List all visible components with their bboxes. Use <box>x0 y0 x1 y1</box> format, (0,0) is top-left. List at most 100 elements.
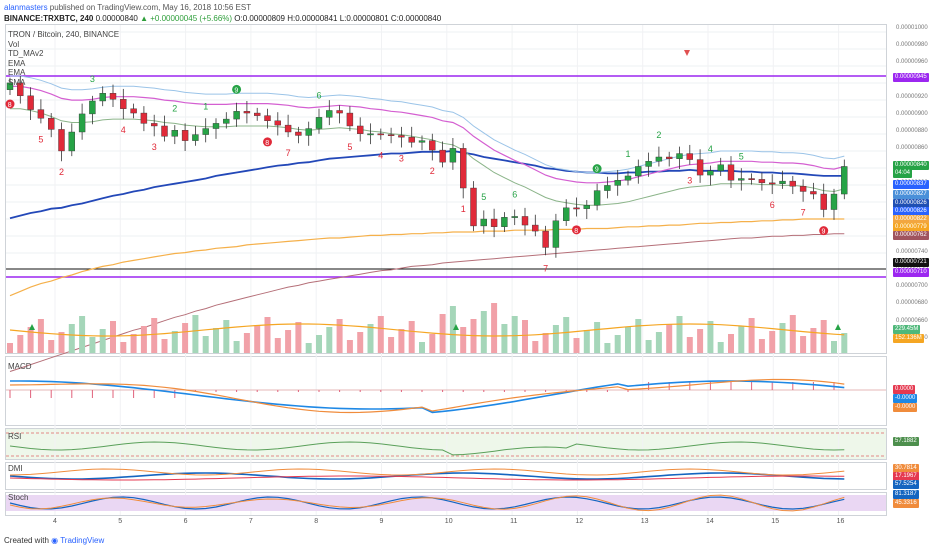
candle <box>212 123 220 129</box>
candle <box>490 218 498 227</box>
x-tick-label: 9 <box>379 518 384 525</box>
volume-bar <box>635 319 642 353</box>
candle <box>17 82 24 97</box>
td-badge <box>5 99 15 109</box>
volume-bar <box>645 340 652 353</box>
td-count: 2 <box>656 130 661 140</box>
price-tag: 152.136M <box>893 334 924 343</box>
price-tick: 0.00000700 <box>896 283 928 290</box>
macd-tag: -0.0000 <box>893 403 918 412</box>
stoch-d-line <box>9 494 845 512</box>
symbol-name: BINANCE:TRXBTC, 240 <box>4 14 94 23</box>
candle <box>202 128 209 135</box>
volume-bar <box>594 322 601 353</box>
candle <box>377 133 384 136</box>
legend-vol: Vol <box>8 39 20 49</box>
candle <box>769 182 776 185</box>
author-link[interactable]: alanmasters <box>4 3 48 12</box>
td-count: 7 <box>543 264 548 274</box>
candle <box>552 220 560 248</box>
candle <box>696 159 704 176</box>
candle <box>357 125 364 134</box>
footer-brand[interactable]: TradingView <box>60 536 105 545</box>
candle <box>820 193 827 210</box>
candle <box>37 109 45 119</box>
candle <box>223 118 230 124</box>
td-badge-label: 8 <box>574 228 578 235</box>
td-count: 4 <box>378 151 383 161</box>
price-tag: 0.00000762 <box>893 231 929 240</box>
td-badge <box>572 225 581 235</box>
candle <box>58 129 65 152</box>
legend-ema-2: EMA <box>8 68 26 77</box>
ohlc-values: O:0.00000809 H:0.00000841 L:0.00000801 C… <box>234 14 442 23</box>
down-arrow-icon <box>684 50 690 56</box>
volume-bar <box>625 327 631 353</box>
legend-td: TD_MAv2 <box>8 49 44 58</box>
candle <box>387 134 395 136</box>
volume-bar <box>655 332 662 353</box>
symbol-line: BINANCE:TRXBTC, 240 0.00000840 ▲ +0.0000… <box>4 13 441 24</box>
dmi-panel[interactable] <box>5 462 887 490</box>
dmi-label: DMI <box>8 464 23 473</box>
volume-bar <box>429 334 436 353</box>
candle <box>604 185 611 191</box>
volume-bar <box>305 343 312 353</box>
td-count: 6 <box>770 200 775 210</box>
price-tick: 0.00000980 <box>896 41 928 48</box>
rsi-tag: 57.1882 <box>893 437 919 446</box>
volume-bar <box>192 315 199 353</box>
volume-bar <box>140 326 147 353</box>
volume-bar <box>511 316 518 353</box>
volume-bar <box>573 338 580 353</box>
price-panel[interactable] <box>5 24 887 354</box>
candle <box>408 136 415 143</box>
td-count: 4 <box>121 125 126 135</box>
volume-bar <box>223 320 230 353</box>
up-arrow-icon <box>835 324 841 330</box>
price-tag: 0.00000837 <box>893 180 929 189</box>
publish-info: alanmasters published on TradingView.com… <box>4 2 251 13</box>
candle <box>686 153 693 160</box>
price-tick: 0.00000740 <box>896 248 928 255</box>
volume-bar <box>532 341 539 353</box>
td-count: 1 <box>461 204 466 214</box>
candle <box>284 124 292 133</box>
volume-bar <box>233 341 240 353</box>
sma-orange-line <box>9 218 845 297</box>
volume-bar <box>17 335 24 353</box>
volume-bar <box>449 306 456 353</box>
volume-bar <box>388 337 395 353</box>
candle <box>89 100 96 115</box>
stoch-label: Stoch <box>8 493 29 502</box>
price-tag: 0.00000827 <box>893 190 929 199</box>
macd-label: MACD <box>8 362 32 371</box>
price-tag: 0.00000710 <box>893 268 929 277</box>
candle <box>511 216 518 218</box>
candle <box>727 164 735 181</box>
ema-blue-line <box>9 150 845 220</box>
di-plus-line <box>9 468 845 476</box>
td-count: 3 <box>399 153 404 163</box>
volume-bar <box>367 324 374 353</box>
td-count: 1 <box>626 149 631 159</box>
candle <box>78 113 86 133</box>
candle <box>460 148 467 189</box>
volume-bar <box>336 319 343 353</box>
macd-panel[interactable] <box>5 356 887 426</box>
candle <box>439 149 446 163</box>
volume-bar <box>831 341 837 353</box>
candle <box>346 112 354 127</box>
candle <box>758 179 766 184</box>
x-tick-label: 6 <box>183 518 188 525</box>
candle <box>810 191 817 195</box>
candle <box>645 161 652 167</box>
rsi-line <box>9 441 845 456</box>
last-price: 0.00000840 <box>95 14 138 23</box>
candle <box>99 93 106 102</box>
td-count: 2 <box>172 103 177 113</box>
td-count: 2 <box>59 167 64 177</box>
volume-bar <box>316 335 322 353</box>
tradingview-logo-icon: ◉ <box>51 536 59 545</box>
td-count: 3 <box>152 142 157 152</box>
